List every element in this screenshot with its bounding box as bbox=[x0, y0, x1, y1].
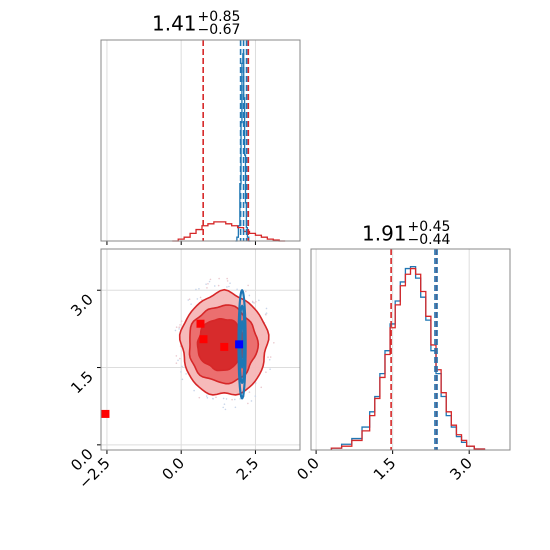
contour-sample-point bbox=[248, 391, 251, 393]
contour-ytick-label: 1.5 bbox=[67, 368, 97, 398]
contour-sample-point bbox=[180, 320, 183, 322]
contour-sample-point bbox=[254, 382, 257, 384]
contour-sample-point bbox=[267, 356, 269, 358]
contour-sample-point bbox=[269, 368, 271, 371]
contour-sample-point bbox=[223, 403, 226, 405]
contour-sample-point bbox=[228, 285, 230, 288]
contour-sample-point bbox=[218, 277, 220, 280]
contour-sample-point bbox=[212, 397, 214, 400]
hist2-series-1 bbox=[330, 267, 486, 450]
contour-sample-point bbox=[206, 396, 209, 399]
contour-sample-point bbox=[187, 299, 190, 301]
contour-sample-point bbox=[178, 326, 181, 329]
contour-sample-point bbox=[180, 371, 182, 373]
contour-sample-point bbox=[217, 284, 220, 287]
contour-sample-point bbox=[251, 301, 254, 304]
title-param1-value: 1.41 bbox=[152, 11, 197, 36]
contour-sample-point bbox=[193, 389, 195, 392]
contour-sample-point bbox=[181, 365, 183, 368]
contour-sample-point bbox=[265, 312, 268, 314]
red-marker bbox=[199, 335, 208, 344]
title-param2-plus: +0.45 bbox=[407, 218, 451, 235]
hist2-xtick-label: 0.0 bbox=[293, 454, 323, 484]
contour-sample-point bbox=[239, 398, 242, 400]
title-param2-minus: −0.44 bbox=[407, 231, 451, 248]
contour-sample-point bbox=[199, 296, 202, 299]
contour-sample-point bbox=[247, 284, 249, 287]
contour-sample-point bbox=[205, 283, 207, 285]
contour-sample-point bbox=[177, 359, 179, 362]
contour-sample-point bbox=[179, 357, 181, 360]
contour-sample-point bbox=[229, 282, 231, 284]
contour-sample-point bbox=[222, 397, 225, 400]
contour-sample-point bbox=[175, 326, 178, 328]
contour-sample-point bbox=[265, 307, 268, 310]
contour-sample-point bbox=[195, 288, 197, 291]
hist2-series-0 bbox=[330, 265, 486, 450]
contour-sample-point bbox=[196, 298, 199, 300]
hist2-xtick-label: 1.5 bbox=[370, 454, 400, 484]
contour-sample-point bbox=[253, 302, 255, 304]
contour-sample-point bbox=[255, 300, 257, 303]
contour-sample-point bbox=[244, 290, 247, 293]
contour-sample-point bbox=[233, 398, 236, 401]
contour-ytick-label: 3.0 bbox=[67, 290, 97, 320]
title-param1: 1.41 +0.85 −0.67 bbox=[152, 10, 240, 37]
contour-sample-point bbox=[268, 358, 271, 361]
contour-sample-point bbox=[248, 294, 251, 297]
contour-sample-point bbox=[205, 395, 208, 397]
title-param2-value: 1.91 bbox=[362, 221, 407, 246]
contour-frame bbox=[100, 248, 301, 451]
contour-sample-point bbox=[209, 278, 212, 281]
contour-xtick-label: 0.0 bbox=[158, 454, 188, 484]
contour-sample-point bbox=[250, 400, 253, 402]
blue-marker bbox=[235, 340, 244, 349]
hist2-frame bbox=[310, 248, 511, 451]
contour-sample-point bbox=[175, 355, 178, 357]
contour-sample-point bbox=[207, 282, 209, 285]
contour-sample-point bbox=[234, 406, 237, 409]
contour-sample-point bbox=[269, 356, 272, 358]
contour-sample-point bbox=[224, 408, 227, 411]
hist1-series-1 bbox=[172, 221, 286, 242]
contour-sample-point bbox=[178, 328, 180, 330]
contour-sample-point bbox=[231, 398, 233, 401]
contour-sample-point bbox=[273, 341, 275, 344]
contour-sample-point bbox=[188, 298, 191, 301]
contour-sample-point bbox=[215, 396, 217, 399]
contour-sample-point bbox=[198, 396, 201, 399]
title-param1-minus: −0.67 bbox=[197, 21, 241, 38]
contour-sample-point bbox=[260, 386, 263, 389]
contour-sample-point bbox=[265, 371, 267, 373]
contour-sample-point bbox=[222, 406, 225, 409]
contour-sample-point bbox=[254, 395, 257, 397]
contour-sample-point bbox=[208, 280, 211, 283]
red-marker bbox=[220, 342, 229, 351]
contour-sample-point bbox=[213, 285, 216, 287]
contour-sample-point bbox=[175, 362, 178, 364]
contour-sample-point bbox=[198, 287, 200, 290]
contour-sample-point bbox=[206, 287, 208, 289]
contour-sample-point bbox=[226, 280, 229, 282]
contour-sample-point bbox=[185, 373, 187, 375]
hist2-xtick-label: 3.0 bbox=[446, 454, 476, 484]
contour-sample-point bbox=[226, 286, 228, 288]
contour-sample-point bbox=[247, 402, 249, 405]
hist1-frame bbox=[100, 39, 301, 242]
red-marker bbox=[101, 409, 110, 418]
contour-sample-point bbox=[181, 378, 184, 381]
contour-sample-point bbox=[179, 324, 181, 326]
red-marker bbox=[196, 319, 205, 328]
contour-sample-point bbox=[225, 398, 228, 400]
contour-xtick-label: 2.5 bbox=[233, 454, 263, 484]
contour-sample-point bbox=[236, 288, 238, 291]
contour-sample-point bbox=[190, 303, 192, 305]
contour-sample-point bbox=[265, 313, 267, 316]
contour-sample-point bbox=[174, 329, 177, 332]
contour-sample-point bbox=[258, 299, 260, 302]
title-param1-plus: +0.85 bbox=[197, 8, 241, 25]
title-param2: 1.91 +0.45 −0.44 bbox=[362, 220, 450, 247]
contour-sample-point bbox=[226, 277, 228, 280]
